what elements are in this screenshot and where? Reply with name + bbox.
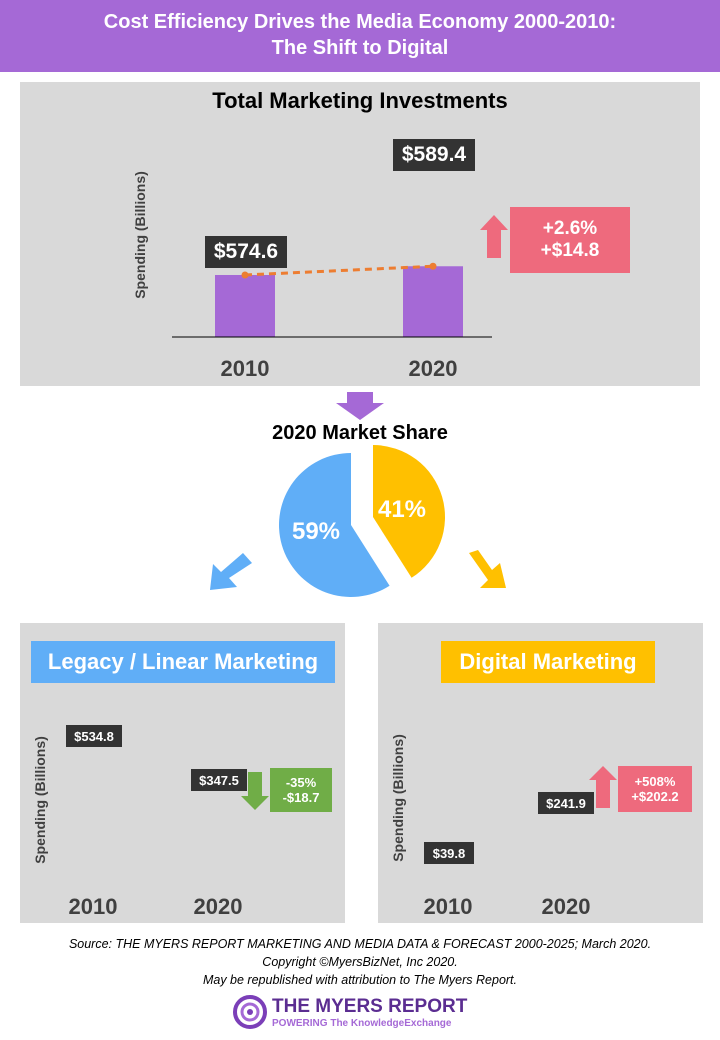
total-trend-line: [244, 264, 434, 277]
myers-logo-text: THE MYERS REPORT: [272, 996, 468, 1017]
legacy-change-pct: -35%: [285, 775, 317, 790]
myers-logo-icon: [232, 994, 268, 1030]
digital-title: Digital Marketing: [441, 641, 655, 683]
myers-logo-tagline: POWERING The KnowledgeExchange: [272, 1018, 452, 1029]
legacy-x-2020: 2020: [193, 894, 243, 919]
pie-label-legacy: 59%: [291, 518, 341, 545]
market-share-pie: [279, 445, 446, 597]
legacy-title: Legacy / Linear Marketing: [31, 641, 335, 683]
total-bar-2010: [215, 274, 275, 337]
header-banner: Cost Efficiency Drives the Media Economy…: [0, 0, 720, 72]
legacy-down-arrow-icon: [241, 772, 269, 810]
total-change-abs: +$14.8: [540, 240, 600, 261]
total-change-pct: +2.6%: [542, 218, 598, 239]
pie-label-digital: 41%: [377, 496, 427, 523]
digital-change-box: +508% +$202.2: [618, 766, 692, 812]
total-investments-title: Total Marketing Investments: [212, 88, 508, 113]
total-label-2010: $574.6: [205, 236, 287, 268]
total-up-arrow-icon: [480, 215, 508, 258]
down-arrow-purple: [336, 392, 384, 420]
arrow-to-digital-icon: [469, 550, 506, 588]
total-trend-point-2010: [241, 271, 249, 279]
arrow-to-legacy-icon: [210, 553, 252, 590]
total-change-box: +2.6% +$14.8: [510, 207, 630, 273]
digital-up-arrow-icon: [589, 766, 617, 808]
footer-source: Source: THE MYERS REPORT MARKETING AND M…: [68, 937, 652, 951]
pie-slice-41pct: [373, 445, 446, 578]
digital-x-2010: 2010: [423, 894, 473, 919]
footer-attribution: May be republished with attribution to T…: [202, 973, 518, 987]
legacy-change-box: -35% -$18.7: [270, 768, 332, 812]
total-trend-point-2020: [429, 262, 437, 270]
legacy-label-2010: $534.8: [66, 725, 122, 747]
market-share-title: 2020 Market Share: [272, 422, 448, 444]
total-investments-chart: [172, 262, 492, 338]
total-label-2020: $589.4: [393, 139, 475, 171]
header-title-line1: Cost Efficiency Drives the Media Economy…: [103, 11, 617, 33]
legacy-x-2010: 2010: [68, 894, 118, 919]
digital-label-2020: $241.9: [538, 792, 594, 814]
pie-slice-59pct: [279, 453, 390, 597]
total-bar-2020: [403, 266, 463, 337]
legacy-change-abs: -$18.7: [282, 790, 320, 805]
digital-label-2010: $39.8: [424, 842, 474, 864]
total-x-2010: 2010: [220, 356, 270, 381]
legacy-label-2020: $347.5: [191, 769, 247, 791]
total-x-2020: 2020: [408, 356, 458, 381]
footer-copyright: Copyright ©MyersBizNet, Inc 2020.: [262, 955, 458, 969]
header-title-line2: The Shift to Digital: [271, 37, 449, 59]
digital-x-2020: 2020: [541, 894, 591, 919]
digital-change-abs: +$202.2: [631, 789, 679, 804]
digital-change-pct: +508%: [634, 774, 676, 789]
